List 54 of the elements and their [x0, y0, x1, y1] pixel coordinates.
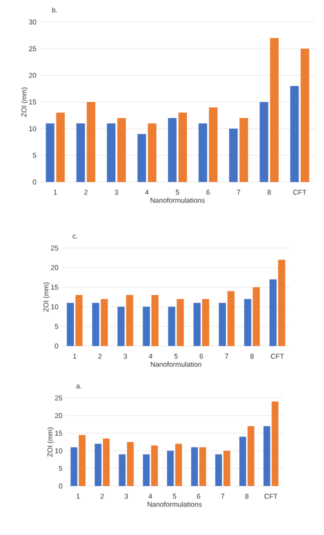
- bar: [300, 48, 310, 182]
- bar: [142, 306, 150, 346]
- bar: [252, 287, 260, 346]
- bar: [127, 442, 134, 486]
- bar: [151, 446, 158, 486]
- bar: [78, 434, 86, 486]
- bar: [191, 447, 198, 486]
- bar: [126, 295, 134, 346]
- bar: [270, 38, 279, 182]
- bar: [86, 102, 96, 182]
- bar: [229, 128, 238, 182]
- bar: [175, 444, 182, 486]
- bar: [260, 102, 268, 182]
- bar: [244, 298, 252, 346]
- bar: [118, 454, 126, 486]
- bar: [76, 123, 85, 182]
- bar: [117, 118, 126, 182]
- bar: [66, 302, 74, 346]
- bar: [240, 118, 248, 182]
- bar: [100, 298, 108, 346]
- bar: [75, 295, 83, 346]
- bar: [142, 454, 150, 486]
- bar: [178, 112, 187, 182]
- bar: [46, 123, 54, 182]
- bar: [117, 306, 125, 346]
- bar: [56, 112, 65, 182]
- bar: [198, 123, 208, 182]
- bar: [168, 306, 176, 346]
- bar: [199, 447, 206, 486]
- bar: [223, 450, 230, 486]
- bar: [218, 302, 226, 346]
- bar: [151, 295, 159, 346]
- bar: [102, 438, 110, 486]
- bar: [272, 402, 278, 486]
- bar: [94, 444, 102, 486]
- bar: [290, 86, 299, 182]
- bar: [70, 447, 78, 486]
- bar: [176, 298, 184, 346]
- bar: [148, 123, 156, 182]
- bar: [106, 123, 116, 182]
- bar: [167, 450, 174, 486]
- bar: [248, 426, 254, 486]
- bar: [202, 298, 210, 346]
- bar: [263, 426, 270, 486]
- bar: [278, 260, 286, 346]
- bar: [208, 107, 218, 182]
- bar: [137, 134, 146, 182]
- bar: [193, 302, 201, 346]
- bar: [168, 118, 177, 182]
- bar: [92, 302, 100, 346]
- bar: [227, 291, 235, 346]
- bar: [215, 454, 222, 486]
- bar: [239, 436, 246, 486]
- bar: [269, 279, 277, 346]
